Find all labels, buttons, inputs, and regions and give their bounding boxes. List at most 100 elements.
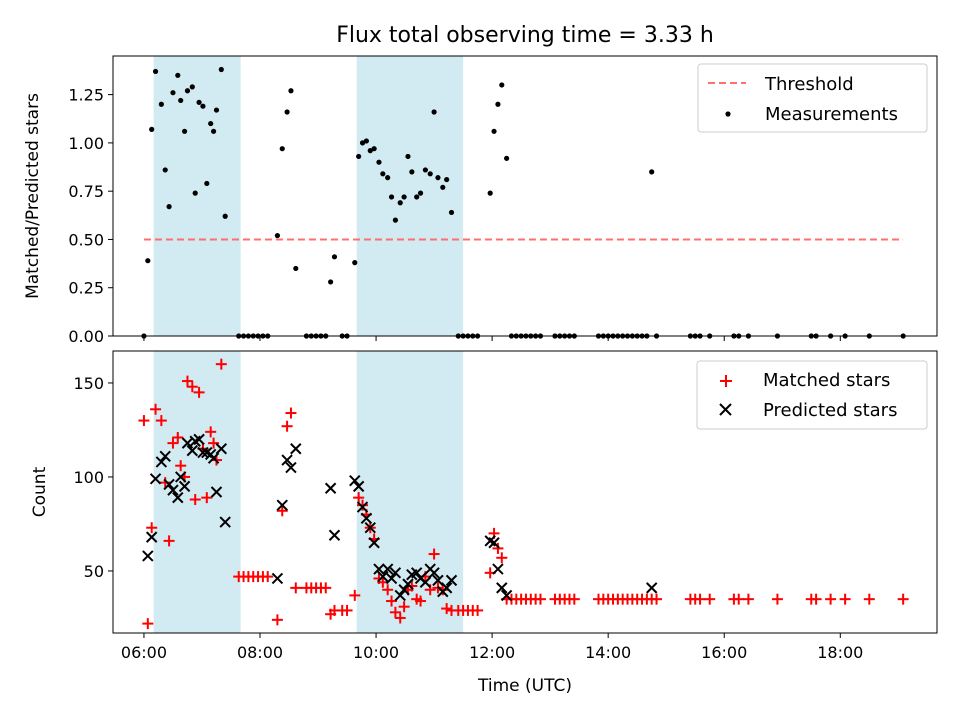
measurement-point — [427, 171, 433, 177]
count-x-axis: 06:00 08:00 10:00 12:00 14:00 16:00 18:00 — [121, 633, 863, 662]
matched-star-marker — [810, 593, 822, 605]
measurement-point — [184, 88, 191, 94]
predicted-star-marker — [445, 574, 458, 587]
measurement-point — [213, 107, 220, 113]
predicted-star-marker — [419, 576, 432, 588]
measurement-point — [331, 254, 338, 260]
ratio-y-axis: 0.00 0.25 0.50 0.75 1.00 1.25 — [68, 86, 113, 346]
matched-star-marker — [167, 437, 179, 449]
measurement-point — [328, 279, 334, 285]
predicted-star-marker — [163, 478, 175, 491]
predicted-star-marker — [492, 563, 504, 575]
predicted-star-marker — [142, 550, 154, 562]
x-tick-label: 10:00 — [353, 643, 399, 662]
measurement-point — [181, 128, 188, 134]
predicted-star-marker — [219, 516, 231, 528]
measurement-point — [204, 180, 210, 187]
measurement-point — [422, 167, 428, 173]
matched-star-marker — [175, 460, 187, 472]
predicted-star-marker — [645, 582, 658, 594]
measurements-legend-label: Measurements — [765, 104, 898, 125]
measurement-point — [401, 194, 407, 200]
measurement-point — [218, 66, 224, 73]
matched-star-marker — [496, 552, 508, 564]
matched-star-marker — [189, 494, 201, 506]
matched-star-marker — [155, 415, 167, 427]
predicted-legend-swatch — [719, 403, 732, 416]
y-tick-label: 50 — [84, 562, 104, 581]
x-tick-label: 06:00 — [121, 643, 167, 662]
predicted-star-marker — [290, 443, 302, 455]
measurement-point — [448, 209, 455, 216]
measurement-point — [208, 120, 214, 127]
predicted-star-marker — [364, 522, 376, 534]
matched-star-marker — [863, 593, 875, 605]
measurement-point — [409, 169, 415, 175]
predicted-star-marker — [394, 589, 406, 602]
measurement-point — [149, 126, 155, 132]
measurement-point — [145, 258, 151, 264]
predicted-star-marker — [349, 475, 361, 487]
ratio-legend: Threshold Measurements — [697, 63, 928, 133]
predicted-star-marker — [285, 461, 297, 474]
matched-star-marker — [205, 426, 217, 438]
predicted-star-marker — [174, 471, 187, 483]
matched-star-marker — [186, 381, 198, 393]
count-y-axis-label: Count — [30, 466, 50, 517]
measurement-point — [504, 155, 510, 161]
matched-star-marker — [142, 618, 154, 630]
measurements-legend-swatch — [725, 111, 731, 117]
measurement-point — [397, 200, 403, 206]
measurement-point — [279, 146, 285, 152]
predicted-star-marker — [385, 572, 398, 585]
measurement-point — [649, 169, 655, 175]
measurement-point — [440, 184, 446, 190]
predicted-star-marker — [215, 443, 228, 455]
measurement-point — [356, 153, 362, 160]
x-tick-label: 18:00 — [817, 643, 863, 662]
predicted-star-marker — [167, 484, 179, 496]
matched-star-marker — [386, 595, 398, 607]
matched-star-marker — [276, 505, 288, 517]
measurement-point — [487, 190, 493, 196]
x-tick-label: 14:00 — [585, 643, 631, 662]
measurement-point — [417, 190, 424, 196]
matched-star-marker — [394, 612, 406, 624]
measurement-point — [222, 213, 228, 219]
measurement-point — [495, 101, 501, 107]
measurement-point — [288, 88, 294, 94]
matched-star-marker — [320, 582, 332, 594]
count-panel-frame — [112, 350, 938, 634]
predicted-star-marker — [193, 433, 205, 446]
matched-star-marker — [357, 499, 369, 511]
measurement-point — [435, 175, 441, 181]
matched-legend-swatch — [720, 375, 732, 387]
y-tick-label: 0.00 — [68, 327, 104, 346]
predicted-star-markers — [142, 433, 658, 602]
matched-star-marker — [281, 420, 293, 432]
predicted-star-marker — [410, 567, 423, 579]
ratio-y-axis-label: Matched/Predicted stars — [23, 93, 43, 299]
x-tick-label: 16:00 — [701, 643, 747, 662]
predicted-star-marker — [328, 529, 341, 541]
count-legend-box — [696, 360, 928, 430]
measurement-point — [192, 190, 198, 196]
predicted-star-marker — [281, 454, 293, 466]
measurement-point — [367, 148, 373, 154]
predicted-star-marker — [324, 482, 337, 494]
matched-star-marker — [534, 593, 546, 605]
predicted-star-marker — [496, 582, 508, 594]
measurement-point — [380, 171, 386, 177]
matched-star-marker — [271, 614, 283, 626]
matched-star-marker — [215, 358, 227, 370]
y-tick-label: 150 — [73, 374, 104, 393]
ratio-panel-frame — [112, 55, 938, 337]
predicted-star-marker — [186, 444, 199, 457]
predicted-legend-label: Predicted stars — [763, 400, 897, 421]
predicted-star-marker — [178, 480, 191, 493]
matched-star-marker — [290, 582, 302, 594]
measurement-point — [170, 90, 176, 96]
chart-title: Flux total observing time = 3.33 h — [336, 23, 714, 48]
threshold-legend-label: Threshold — [764, 74, 854, 95]
